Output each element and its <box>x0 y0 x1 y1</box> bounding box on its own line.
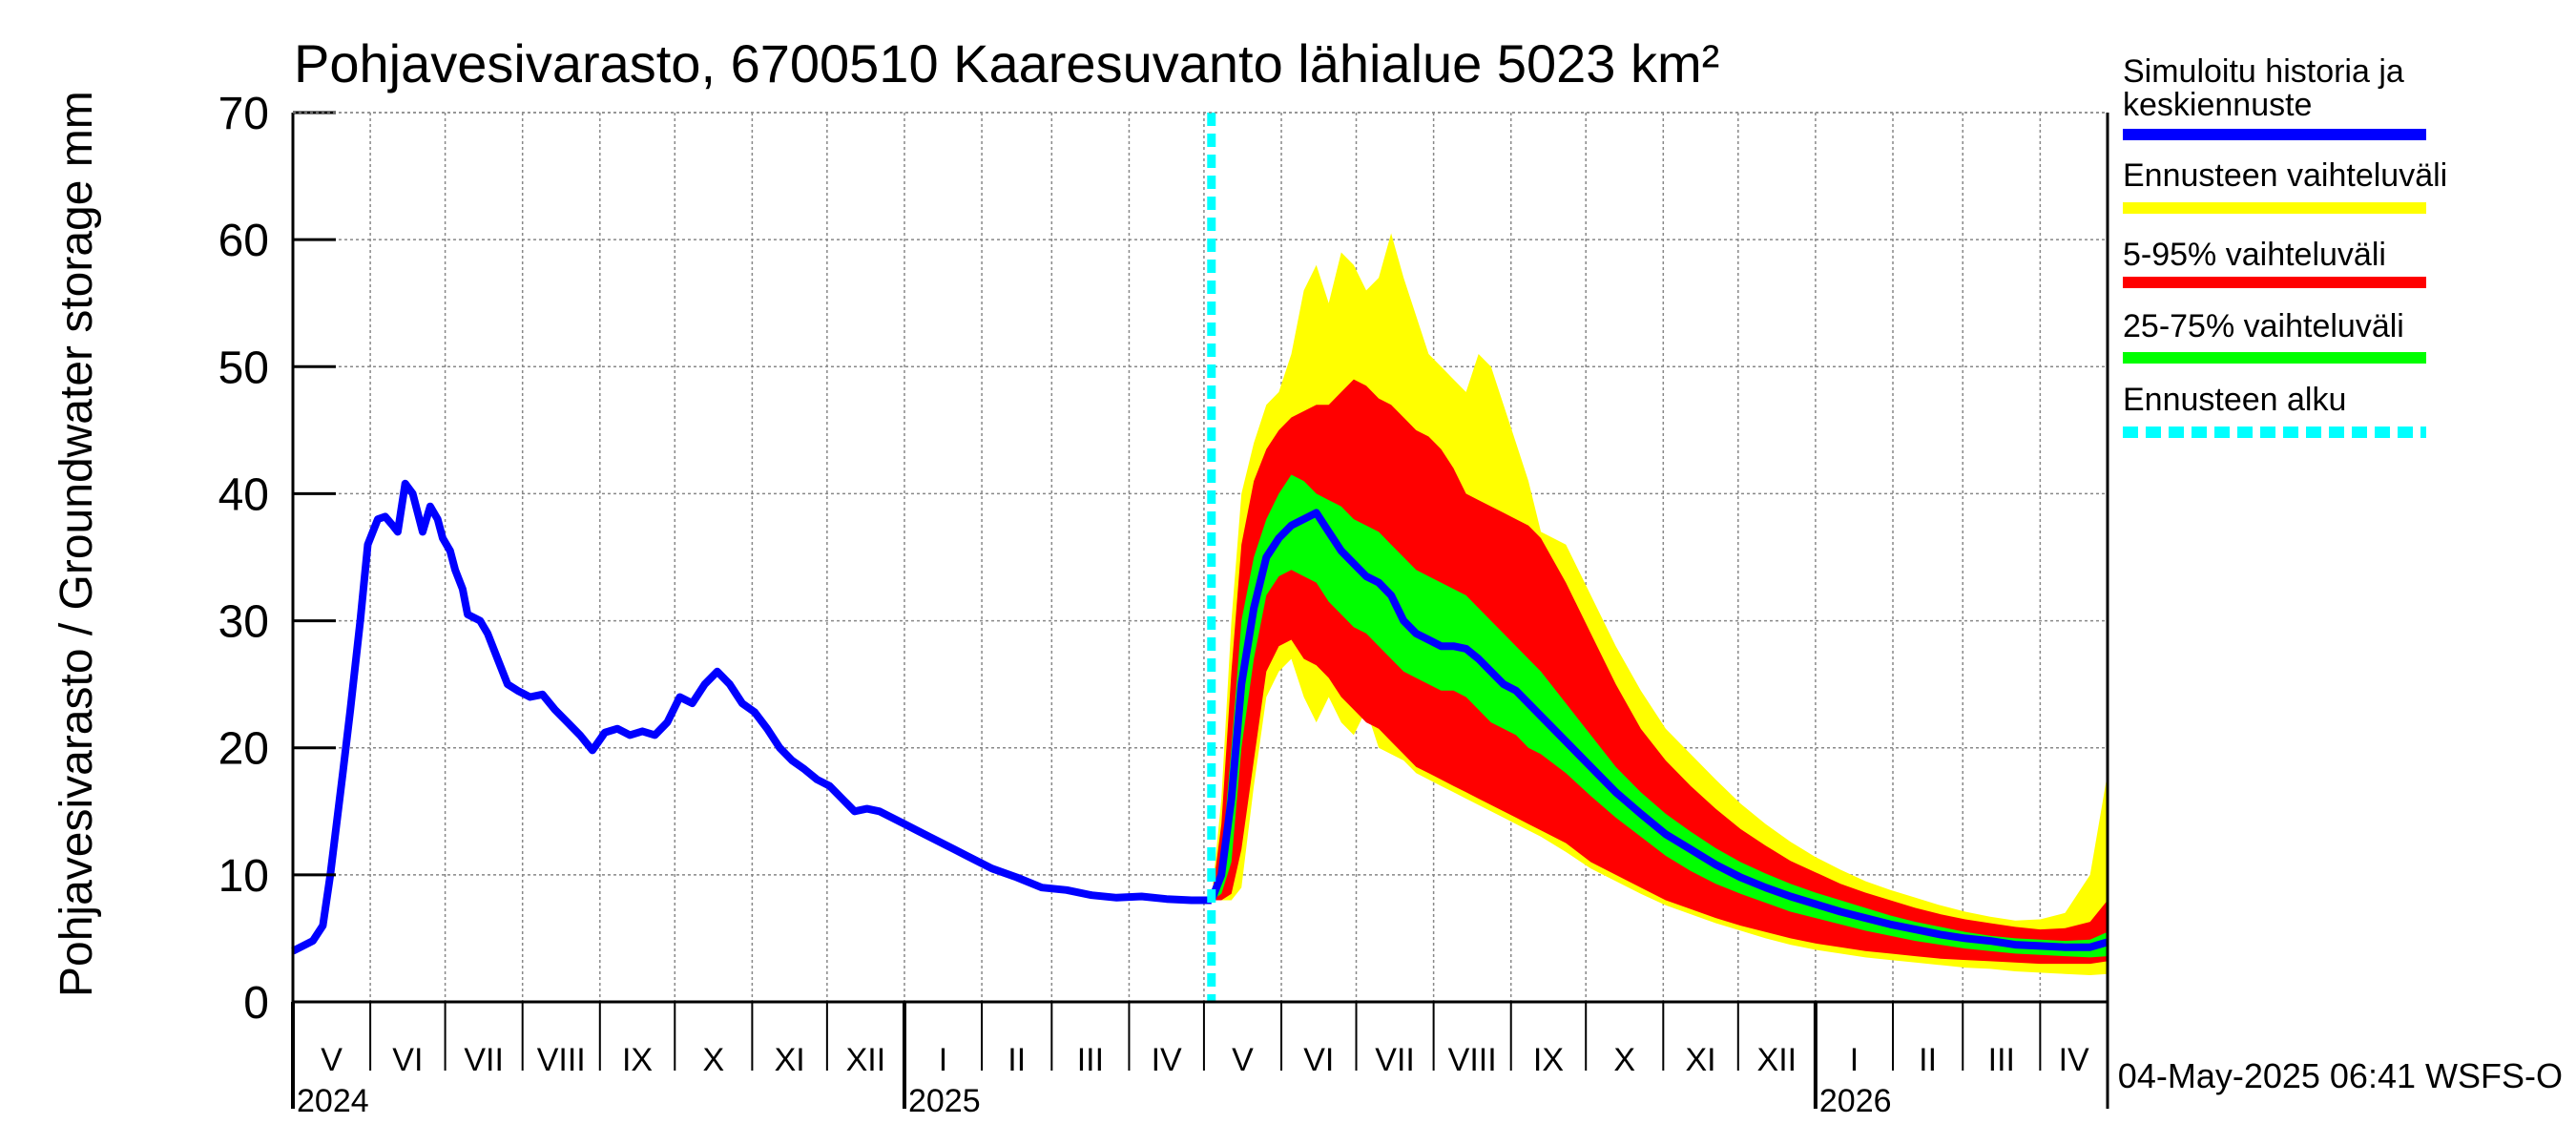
forecast-median-line <box>1208 509 2109 951</box>
x-month-label: IV <box>1152 1042 1182 1078</box>
x-month-label: VI <box>392 1042 423 1078</box>
y-tick-label: 30 <box>218 597 269 648</box>
x-year-label: 2024 <box>297 1083 369 1119</box>
x-month-label: VIII <box>1448 1042 1497 1078</box>
x-year-label: 2026 <box>1819 1083 1892 1119</box>
x-month-label: II <box>1008 1042 1026 1078</box>
x-month-label: V <box>321 1042 343 1078</box>
x-month-label: VII <box>464 1042 504 1078</box>
x-month-label: X <box>702 1042 724 1078</box>
x-month-label: III <box>1077 1042 1104 1078</box>
legend-label: 25-75% vaihteluväli <box>2123 308 2404 344</box>
y-axis-label: Pohjavesivarasto / Groundwater storage m… <box>52 91 102 997</box>
axes <box>291 111 2109 1109</box>
x-month-label: I <box>939 1042 947 1078</box>
chart-title: Pohjavesivarasto, 6700510 Kaaresuvanto l… <box>294 33 1719 94</box>
legend-label: Ennusteen vaihteluväli <box>2123 157 2447 194</box>
x-month-label: II <box>1919 1042 1937 1078</box>
x-month-label: XII <box>1757 1042 1797 1078</box>
p25-75-band-green <box>1211 474 2108 958</box>
legend-label: 5-95% vaihteluväli <box>2123 237 2386 273</box>
y-tick-label: 40 <box>218 469 269 520</box>
y-tick-label: 20 <box>218 724 269 775</box>
x-month-label: IV <box>2059 1042 2089 1078</box>
y-tick-label: 70 <box>218 89 269 139</box>
y-tick-label: 60 <box>218 216 269 266</box>
y-tick-label: 10 <box>218 851 269 902</box>
history-line <box>291 479 1212 955</box>
x-month-label: XII <box>846 1042 886 1078</box>
x-month-label: III <box>1988 1042 2015 1078</box>
x-month-label: XI <box>1685 1042 1715 1078</box>
legend-label-line2: keskiennuste <box>2123 87 2312 123</box>
y-tick-label: 0 <box>243 978 269 1029</box>
x-month-label: IX <box>1533 1042 1564 1078</box>
x-year-label: 2025 <box>908 1083 981 1119</box>
x-month-label: XI <box>775 1042 805 1078</box>
x-month-label: V <box>1232 1042 1254 1078</box>
range-band-yellow <box>1211 233 2108 975</box>
x-month-label: VI <box>1303 1042 1334 1078</box>
x-month-label: I <box>1850 1042 1859 1078</box>
footer-timestamp: 04-May-2025 06:41 WSFS-O <box>2118 1056 2563 1095</box>
forecast-bands <box>1211 233 2108 975</box>
x-month-label: VII <box>1375 1042 1415 1078</box>
x-month-label: X <box>1613 1042 1635 1078</box>
x-month-label: IX <box>622 1042 653 1078</box>
data-lines <box>291 113 2109 1002</box>
legend-label: Simuloitu historia ja <box>2123 53 2404 90</box>
p5-95-band-red <box>1211 379 2108 965</box>
x-month-label: VIII <box>537 1042 586 1078</box>
legend-label: Ennusteen alku <box>2123 382 2346 418</box>
y-tick-label: 50 <box>218 343 269 393</box>
